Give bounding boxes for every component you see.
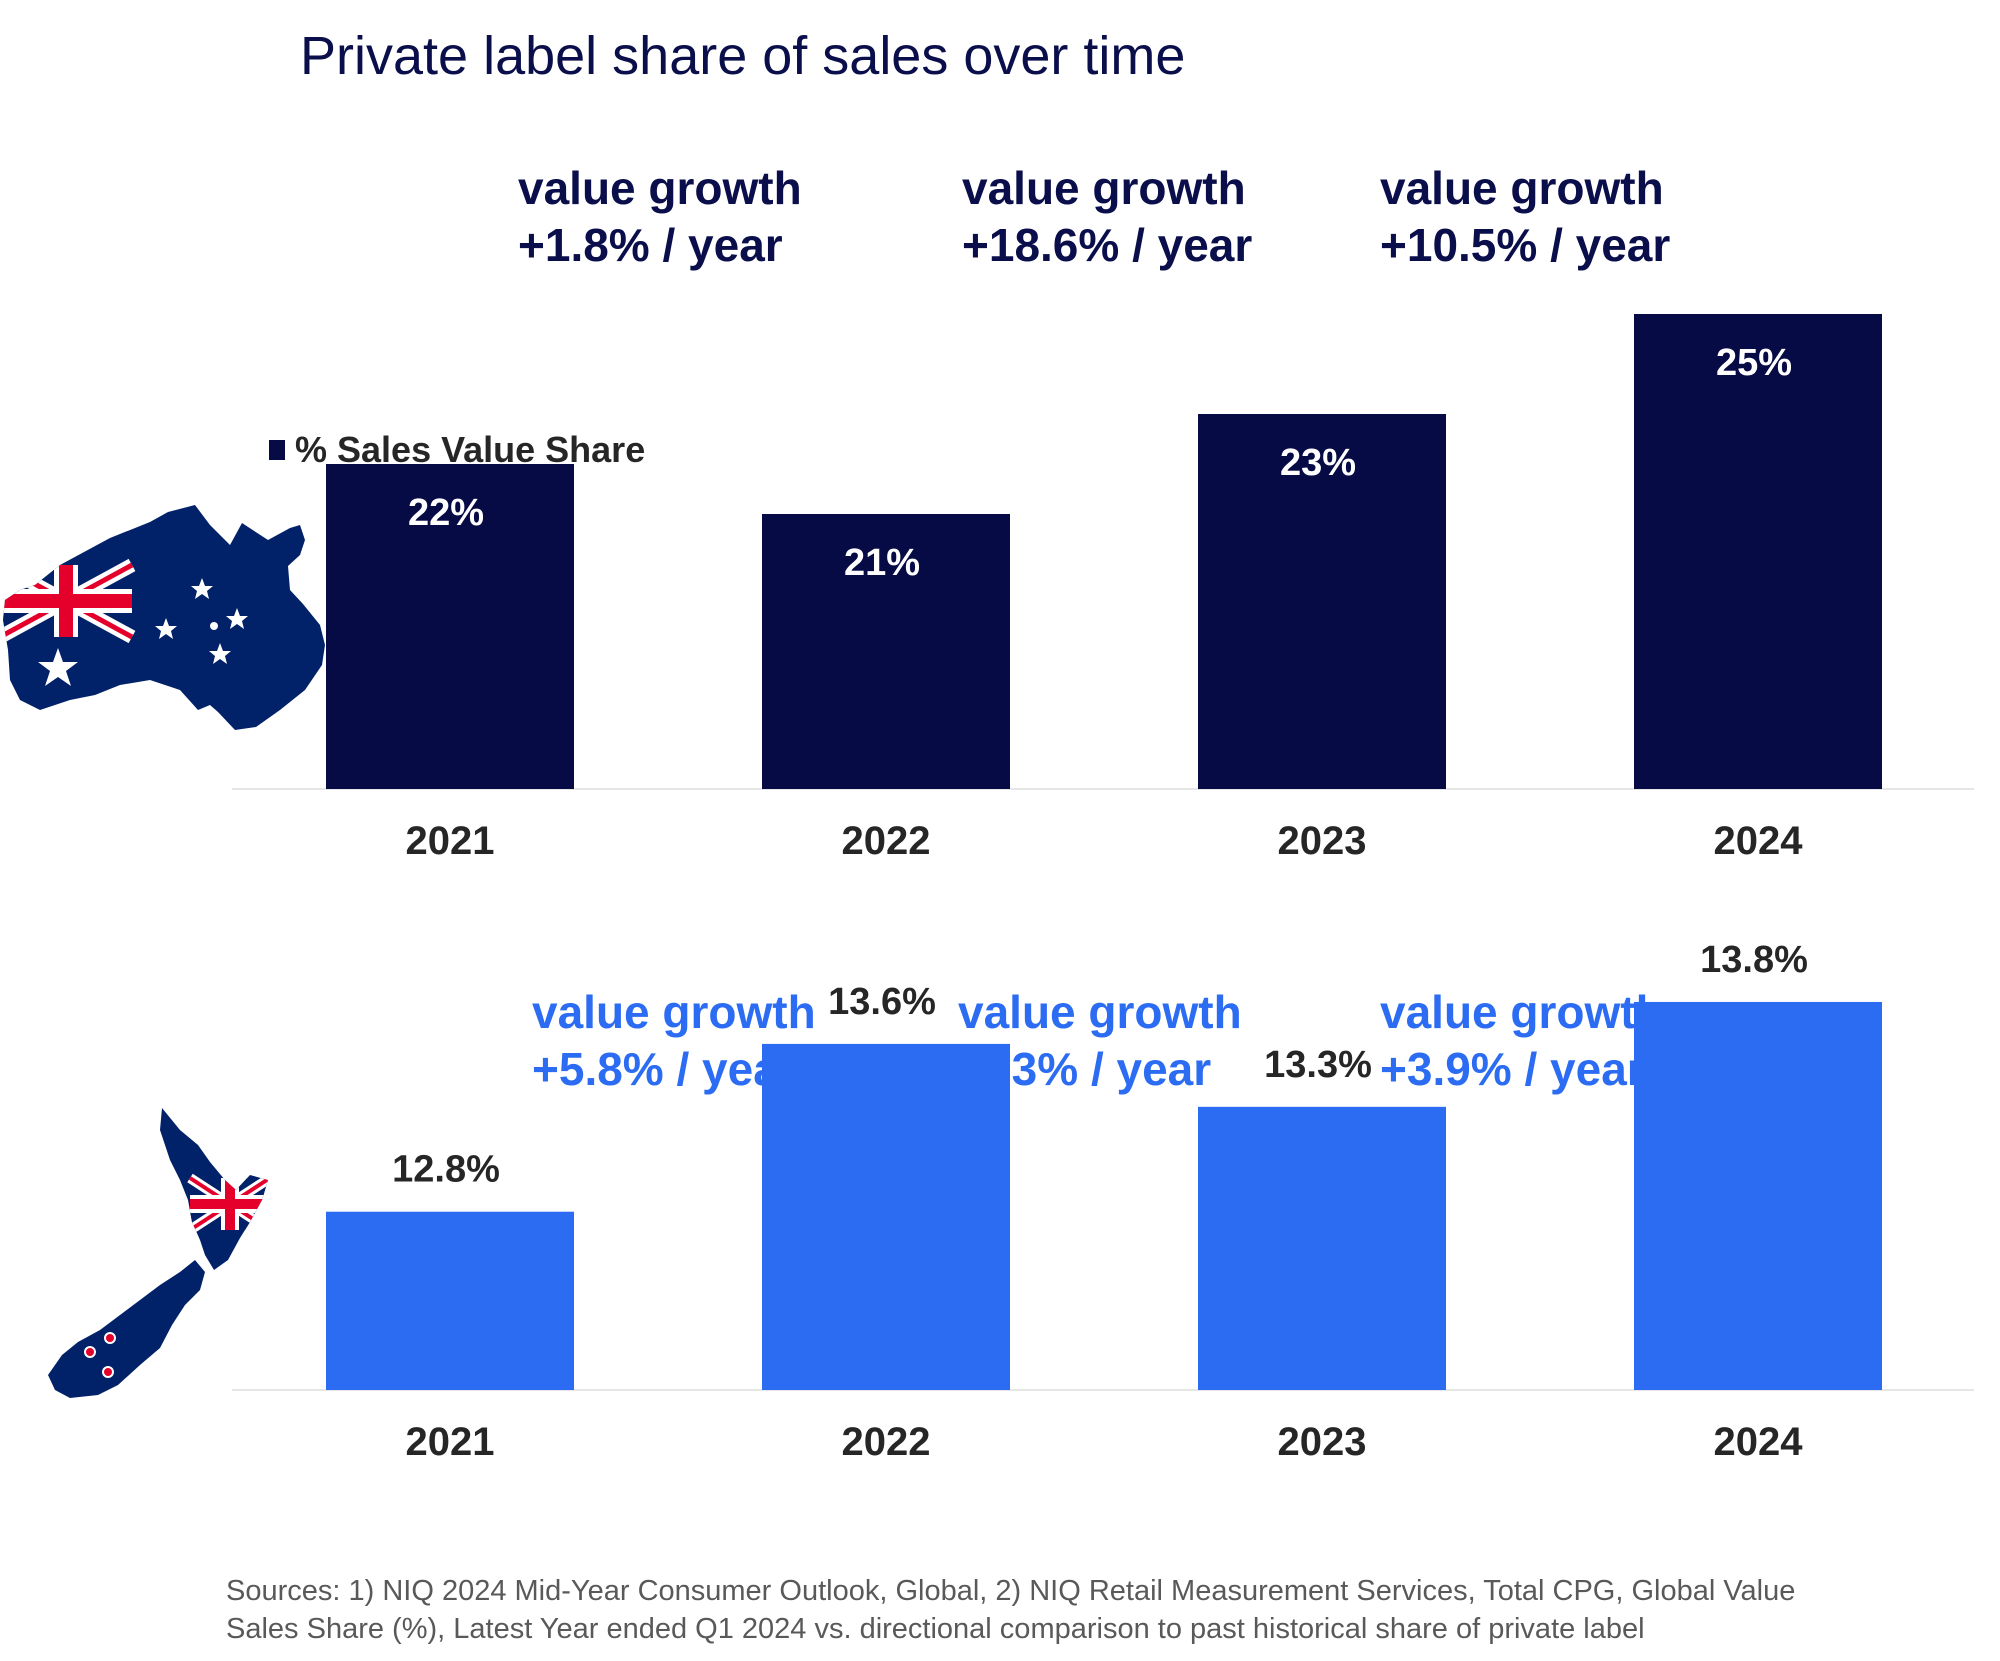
au-growth-label-2-line-1: value growth [962,162,1246,214]
nz-growth-label-1-line-2: +5.8% / year [532,1043,797,1095]
chart-title: Private label share of sales over time [300,26,1185,86]
nz-value-label-2023: 13.3% [1264,1044,1372,1086]
nz-value-label-2022: 13.6% [828,981,936,1023]
au-bar-2023 [1198,414,1446,789]
nz-growth-label-1-line-1: value growth [532,986,816,1038]
au-growth-label-3-line-1: value growth [1380,162,1664,214]
sources-line-2: Sales Share (%), Latest Year ended Q1 20… [226,1613,1645,1645]
au-value-label-2024: 25% [1716,342,1792,384]
nz-bar-2021 [326,1211,574,1390]
nz-tick-2023: 2023 [1278,1420,1367,1464]
australia-chart: 22% 2021 21% 2022 23% 2023 25% 2024 value growth… [326,162,1882,863]
au-bar-2022 [762,514,1010,789]
au-bar-2021 [326,464,574,789]
au-value-label-2023: 23% [1280,442,1356,484]
au-value-label-2021: 22% [408,492,484,534]
new-zealand-chart: 12.8% 2021 13.6% 2022 13.3% 2023 13.8% 2024 valu… [326,939,1882,1464]
au-growth-label-2-line-2: +18.6% / year [962,219,1252,271]
nz-tick-2022: 2022 [842,1420,931,1464]
au-growth-label-3-line-2: +10.5% / year [1380,219,1670,271]
legend: % Sales Value Share [269,429,645,470]
nz-growth-label-2-line-2: -2.3% / year [958,1043,1211,1095]
nz-bar-2023 [1198,1106,1446,1390]
sources-line-1: Sources: 1) NIQ 2024 Mid-Year Consumer O… [226,1575,1795,1607]
au-growth-label-1-line-2: +1.8% / year [518,219,783,271]
nz-growth-label-3-line-2: +3.9% / year [1380,1043,1645,1095]
nz-tick-2024: 2024 [1714,1420,1804,1464]
australia-map-flag-icon [3,505,325,730]
au-tick-2024: 2024 [1714,819,1804,863]
nz-bar-2022 [762,1043,1010,1390]
nz-growth-label-2-line-1: value growth [958,986,1242,1038]
au-growth-label-1-line-1: value growth [518,162,802,214]
au-tick-2022: 2022 [842,819,931,863]
nz-tick-2021: 2021 [406,1420,495,1464]
legend-entry: % Sales Value Share [295,429,645,470]
au-tick-2021: 2021 [406,819,495,863]
legend-swatch [269,440,285,460]
nz-bar-2024 [1634,1001,1882,1390]
nz-value-label-2024: 13.8% [1700,939,1808,981]
au-value-label-2022: 21% [844,542,920,584]
new-zealand-map-flag-icon [48,1108,268,1398]
au-bar-2024 [1634,314,1882,789]
nz-growth-label-3-line-1: value growth [1380,986,1664,1038]
nz-value-label-2021: 12.8% [392,1149,500,1191]
au-tick-2023: 2023 [1278,819,1367,863]
